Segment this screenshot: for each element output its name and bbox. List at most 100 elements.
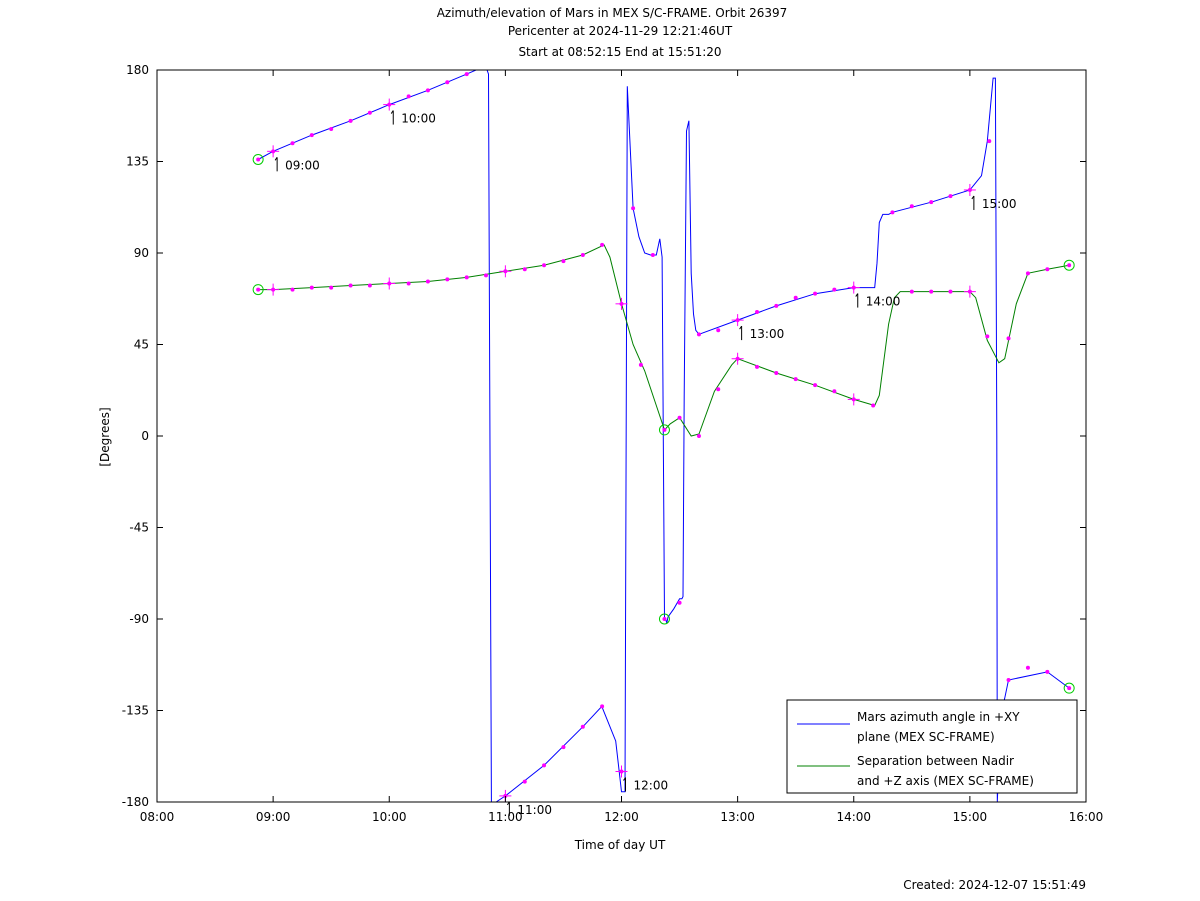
x-tick-label: 08:00: [140, 810, 175, 824]
azimuth-marker: [890, 210, 895, 215]
azimuth-marker: [406, 94, 411, 99]
separation-marker: [367, 283, 372, 288]
separation-marker: [425, 279, 430, 284]
separation-marker: [662, 427, 667, 432]
separation-marker: [309, 285, 314, 290]
y-tick-label: -90: [129, 612, 149, 626]
separation-marker: [483, 273, 488, 278]
x-tick-label: 09:00: [256, 810, 291, 824]
legend-label-azimuth-2: plane (MEX SC-FRAME): [857, 730, 995, 744]
chart-subtitle-2: Start at 08:52:15 End at 15:51:20: [518, 45, 721, 59]
legend-label-separation-1: Separation between Nadir: [857, 754, 1014, 768]
series-line-azimuth: [257, 70, 1070, 802]
separation-marker: [542, 263, 547, 268]
separation-marker: [774, 370, 779, 375]
separation-marker: [464, 275, 469, 280]
separation-marker: [793, 377, 798, 382]
separation-marker: [290, 287, 295, 292]
time-label: 09:00: [285, 158, 320, 172]
y-tick-label: 90: [134, 246, 149, 260]
separation-marker: [832, 389, 837, 394]
x-tick-label: 16:00: [1069, 810, 1104, 824]
separation-marker: [256, 287, 261, 292]
separation-endpoint-ring: [658, 424, 670, 436]
time-label: 11:00: [517, 803, 552, 817]
azimuth-marker: [631, 206, 636, 211]
separation-marker: [445, 277, 450, 282]
azimuth-marker: [329, 126, 334, 131]
separation-marker: [561, 259, 566, 264]
chart-subtitle: Pericenter at 2024-11-29 12:21:46UT: [508, 24, 733, 38]
azimuth-marker: [348, 118, 353, 123]
separation-marker: [696, 434, 701, 438]
series-line-separation: [258, 244, 1070, 437]
separation-marker: [1025, 271, 1030, 276]
azimuth-marker: [1006, 678, 1011, 682]
separation-marker: [1045, 267, 1050, 272]
legend-label-azimuth-1: Mars azimuth angle in +XY: [857, 710, 1020, 724]
legend-label-separation-2: and +Z axis (MEX SC-FRAME): [857, 774, 1034, 788]
x-tick-label: 10:00: [372, 810, 407, 824]
azimuth-marker: [561, 745, 566, 750]
azimuth-marker: [580, 724, 585, 729]
azimuth-marker: [522, 779, 527, 784]
marker-layer: [252, 64, 1075, 802]
azimuth-marker: [290, 141, 295, 146]
azimuth-marker: [425, 88, 430, 93]
created-footer: Created: 2024-12-07 15:51:49: [903, 878, 1086, 892]
separation-endpoint-ring: [252, 284, 264, 296]
azimuth-marker: [662, 617, 667, 621]
azimuth-marker: [600, 704, 605, 709]
azimuth-marker: [774, 303, 779, 308]
separation-marker: [716, 387, 721, 392]
x-axis-label: Time of day UT: [574, 838, 666, 852]
azimuth-marker: [445, 80, 450, 85]
time-label: 13:00: [750, 327, 785, 341]
x-tick-label: 12:00: [604, 810, 639, 824]
azimuth-endpoint-ring: [1063, 682, 1075, 694]
x-tick-label: 14:00: [836, 810, 871, 824]
azimuth-marker: [909, 204, 914, 209]
y-axis-label: [Degrees]: [98, 407, 112, 466]
time-label: 15:00: [982, 197, 1017, 211]
separation-marker: [985, 334, 990, 339]
azimuth-marker: [309, 133, 314, 138]
separation-marker: [329, 285, 334, 290]
ticks-layer: 08:00 09:00 10:00 11:00 12:00 13:00 14:00 15:00…: [122, 63, 1104, 824]
separation-marker: [406, 281, 411, 286]
separation-marker: [600, 242, 605, 247]
chart-title: Azimuth/elevation of Mars in MEX S/C-FRA…: [437, 6, 788, 20]
azimuth-marker: [929, 200, 934, 205]
time-label-pointer-head: [623, 777, 626, 781]
separation-marker: [929, 289, 934, 294]
azimuth-marker: [484, 64, 488, 68]
azimuth-marker: [987, 139, 992, 144]
x-tick-label: 15:00: [953, 810, 988, 824]
azimuth-marker: [948, 194, 953, 199]
legend: Mars azimuth angle in +XY plane (MEX SC-…: [786, 699, 1078, 794]
time-label-layer: 09:00 10:00 11:00 12:00 13:00 14:00 15:00: [274, 110, 1017, 817]
y-tick-label: -135: [122, 704, 149, 718]
azimuth-marker: [464, 72, 469, 77]
separation-marker: [909, 289, 914, 294]
separation-marker: [755, 364, 760, 369]
separation-marker: [1067, 263, 1072, 268]
legend-box: [786, 699, 1078, 794]
azimuth-marker: [542, 763, 547, 768]
time-label-pointer-head: [855, 293, 859, 297]
plot-frame: [156, 69, 1087, 803]
y-tick-label: -180: [122, 795, 149, 809]
time-label-pointer-head: [971, 195, 975, 200]
separation-endpoint-ring: [1063, 259, 1075, 271]
y-tick-label: 45: [134, 338, 149, 352]
separation-marker: [348, 283, 353, 288]
azimuth-marker: [650, 253, 655, 258]
time-label: 14:00: [866, 295, 901, 309]
azimuth-marker: [696, 332, 701, 337]
x-tick-label: 13:00: [720, 810, 755, 824]
azimuth-marker: [716, 328, 721, 333]
azimuth-marker: [1045, 669, 1050, 674]
series-layer: [257, 70, 1070, 802]
azimuth-marker: [1067, 686, 1072, 691]
azimuth-marker: [256, 157, 261, 162]
